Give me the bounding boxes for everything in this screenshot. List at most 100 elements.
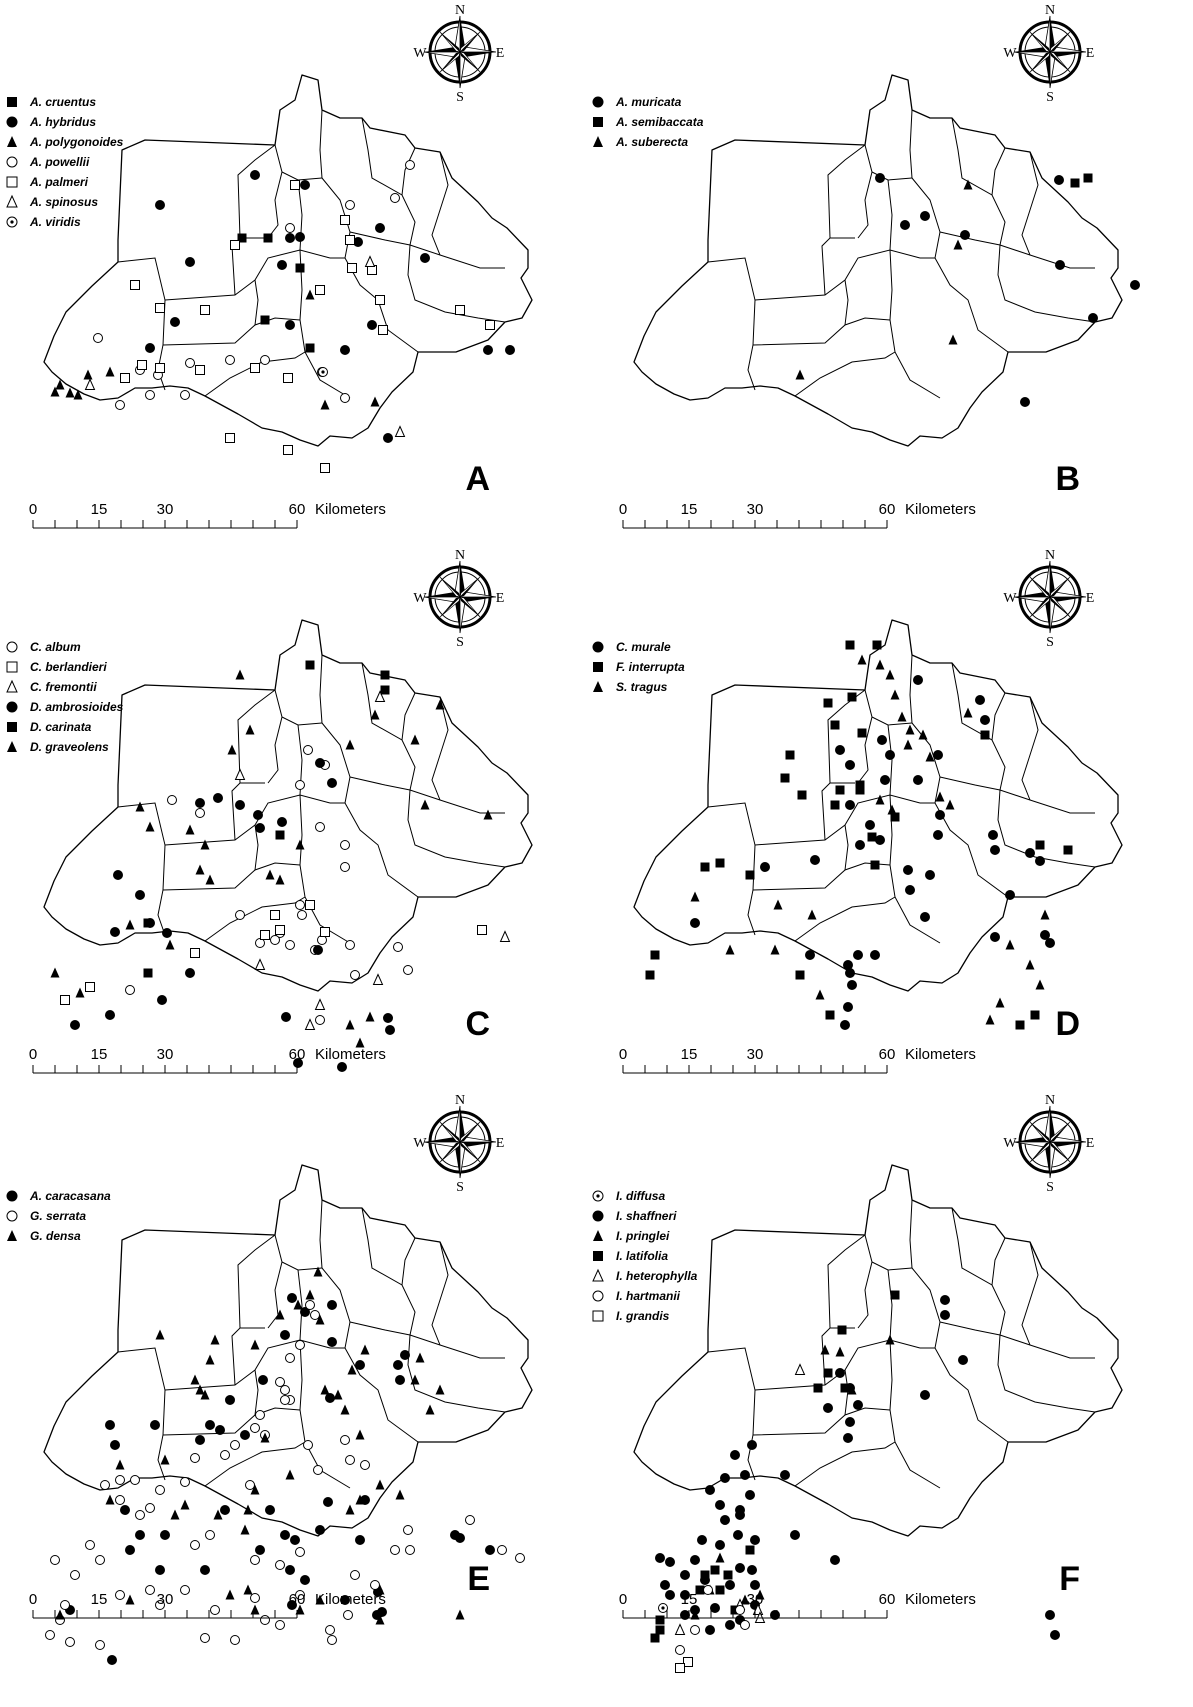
occurrence-point xyxy=(920,211,930,221)
legend-symbol xyxy=(7,1230,17,1241)
scale-unit-label: Kilometers xyxy=(315,1046,386,1063)
occurrence-point xyxy=(735,1605,745,1615)
occurrence-point xyxy=(355,1494,365,1505)
occurrence-point xyxy=(665,1590,675,1600)
occurrence-point xyxy=(260,315,270,325)
occurrence-point xyxy=(700,862,710,872)
occurrence-point xyxy=(680,1590,690,1600)
occurrence-point xyxy=(277,817,287,827)
occurrence-point xyxy=(865,820,875,830)
occurrence-point xyxy=(237,233,247,243)
legend: C. album C. berlandieri C. fremontii D. amb… xyxy=(6,640,124,754)
compass-s-label: S xyxy=(1046,90,1054,105)
occurrence-point xyxy=(340,1404,350,1415)
occurrence-point xyxy=(55,1609,65,1620)
legend-symbol xyxy=(6,176,18,188)
occurrence-point xyxy=(675,1645,685,1655)
occurrence-point xyxy=(245,1480,255,1490)
occurrence-point xyxy=(875,173,885,183)
occurrence-point xyxy=(135,890,145,900)
occurrence-point xyxy=(903,739,913,750)
occurrence-point xyxy=(872,640,882,650)
occurrence-point xyxy=(157,995,167,1005)
occurrence-point xyxy=(499,930,511,942)
legend-symbol xyxy=(7,741,17,752)
occurrence-point xyxy=(285,223,295,233)
legend-symbol xyxy=(592,1210,604,1222)
occurrence-point xyxy=(125,919,135,930)
occurrence-point xyxy=(390,193,400,203)
occurrence-point xyxy=(374,690,386,702)
occurrence-point xyxy=(300,180,310,190)
occurrence-point xyxy=(115,1590,125,1600)
occurrence-point xyxy=(740,1470,750,1480)
occurrence-point xyxy=(420,799,430,810)
occurrence-point xyxy=(283,445,293,455)
occurrence-point xyxy=(205,874,215,885)
occurrence-point xyxy=(720,1473,730,1483)
occurrence-point xyxy=(314,998,326,1010)
occurrence-point xyxy=(897,711,907,722)
occurrence-point xyxy=(420,253,430,263)
occurrence-point xyxy=(497,1545,507,1555)
occurrence-point xyxy=(845,800,855,810)
scale-tick-label: 15 xyxy=(681,1591,698,1608)
occurrence-point xyxy=(655,1625,665,1635)
occurrence-point xyxy=(235,669,245,680)
occurrence-point xyxy=(105,1010,115,1020)
occurrence-point xyxy=(303,1440,313,1450)
occurrence-point xyxy=(1055,260,1065,270)
occurrence-point xyxy=(953,239,963,250)
compass-e-label: E xyxy=(496,1136,505,1151)
occurrence-point xyxy=(315,1015,325,1025)
legend-label: I. pringlei xyxy=(616,1229,670,1243)
occurrence-point xyxy=(258,1375,268,1385)
occurrence-point xyxy=(195,365,205,375)
occurrence-point xyxy=(280,1385,290,1395)
occurrence-point xyxy=(790,1530,800,1540)
occurrence-point xyxy=(285,1565,295,1575)
scale-unit-label: Kilometers xyxy=(315,501,386,518)
scale-tick-label: 60 xyxy=(289,501,306,518)
occurrence-point xyxy=(65,1637,75,1647)
occurrence-point xyxy=(710,1603,720,1613)
occurrence-point xyxy=(695,1585,705,1595)
occurrence-point xyxy=(1035,979,1045,990)
occurrence-point xyxy=(925,751,935,762)
legend-symbol xyxy=(6,116,18,128)
occurrence-point xyxy=(403,1525,413,1535)
occurrence-point xyxy=(100,1480,110,1490)
occurrence-point xyxy=(165,939,175,950)
occurrence-point xyxy=(690,891,700,902)
occurrence-point xyxy=(723,1570,733,1580)
occurrence-point xyxy=(293,1058,303,1068)
compass-w-label: W xyxy=(1003,46,1017,61)
occurrence-point xyxy=(715,1552,725,1563)
panel-a: N S E W A. cruentus A. hybridus A. polygonoide… xyxy=(6,3,533,529)
occurrence-point xyxy=(370,1580,380,1590)
occurrence-point xyxy=(1030,1010,1040,1020)
occurrence-point xyxy=(843,960,853,970)
occurrence-point xyxy=(410,1374,420,1385)
occurrence-point xyxy=(855,840,865,850)
legend-symbol xyxy=(593,1230,603,1241)
occurrence-point xyxy=(925,870,935,880)
occurrence-point xyxy=(45,1630,55,1640)
occurrence-point xyxy=(745,1490,755,1500)
occurrence-point xyxy=(260,930,270,940)
occurrence-point xyxy=(340,862,350,872)
legend-symbol xyxy=(592,1290,604,1302)
occurrence-point xyxy=(320,1384,330,1395)
occurrence-point xyxy=(465,1515,475,1525)
legend-symbol xyxy=(593,117,603,127)
occurrence-point xyxy=(318,367,328,377)
occurrence-point xyxy=(347,263,357,273)
occurrence-point xyxy=(1070,178,1080,188)
occurrence-point xyxy=(277,260,287,270)
occurrence-point xyxy=(180,1477,190,1487)
legend-label: A. hybridus xyxy=(29,115,96,129)
legend-symbol xyxy=(592,96,604,108)
occurrence-point xyxy=(170,317,180,327)
occurrence-point xyxy=(1054,175,1064,185)
occurrence-point xyxy=(715,858,725,868)
